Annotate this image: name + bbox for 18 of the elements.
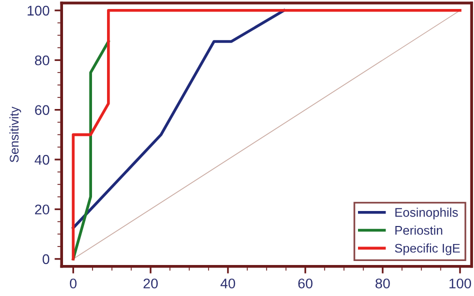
y-tick-label: 100 xyxy=(28,6,50,16)
line-series xyxy=(72,9,286,230)
y-tick-label: 20 xyxy=(35,204,50,214)
x-tick-label: 80 xyxy=(376,278,390,288)
line-series xyxy=(72,40,110,260)
y-tick-label: 80 xyxy=(34,55,50,66)
legend-label: Eosinophils xyxy=(395,208,458,220)
legend-label: Periostin xyxy=(395,226,442,235)
y-tick-label: 0 xyxy=(42,254,50,264)
legend-label: Specific IgE xyxy=(394,244,460,256)
y-tick-label: 60 xyxy=(35,105,50,115)
x-tick-label: 60 xyxy=(298,278,312,288)
x-tick-label: 20 xyxy=(144,278,158,288)
y-tick-label: 40 xyxy=(34,154,50,165)
y-axis-title: Sensitivity xyxy=(9,106,22,162)
x-tick-label: 100 xyxy=(450,278,472,288)
x-tick-label: 40 xyxy=(220,278,236,288)
x-tick-label: 0 xyxy=(70,278,77,288)
